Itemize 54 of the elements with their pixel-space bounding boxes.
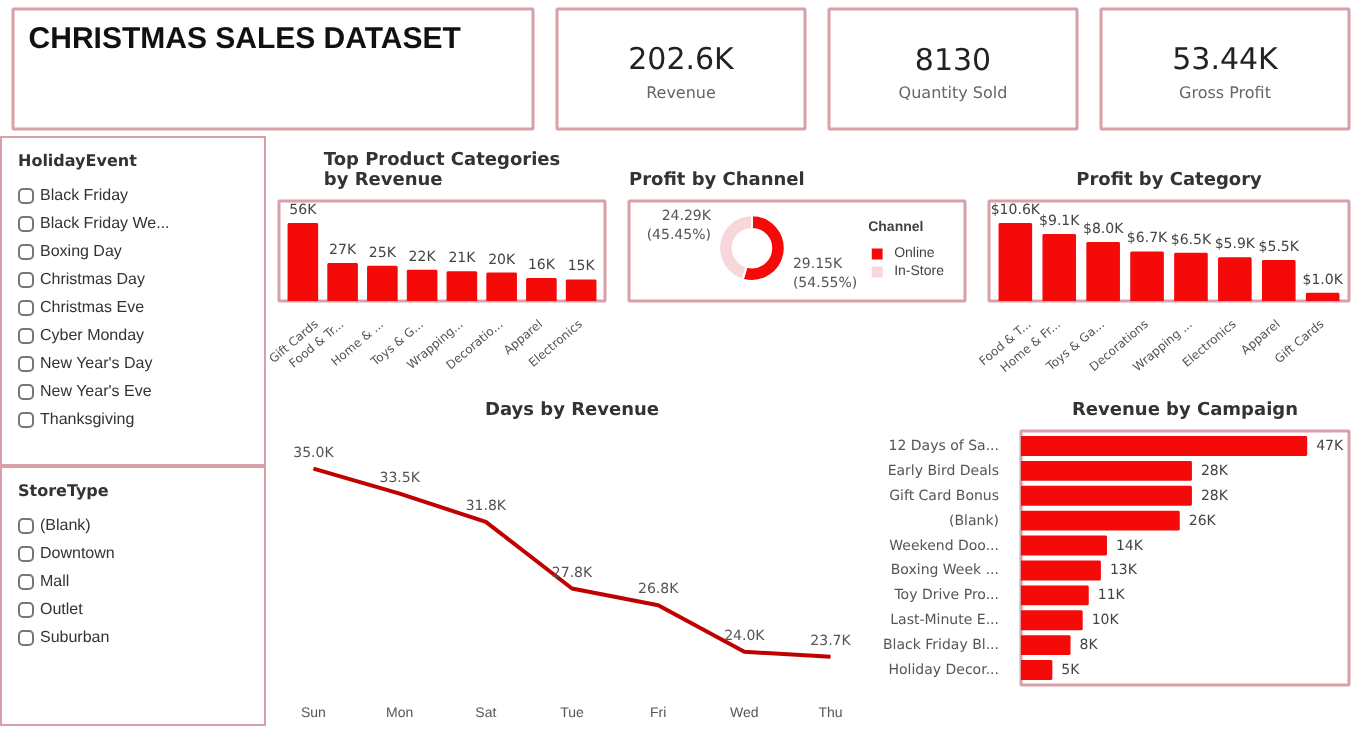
- bar: [1021, 535, 1107, 556]
- bar: [1021, 635, 1071, 656]
- bar: [446, 271, 478, 301]
- bar: [565, 279, 597, 301]
- category-label: New Year's Day: [40, 354, 153, 373]
- category-label: Cyber Monday: [40, 326, 145, 345]
- category-label: Outlet: [40, 600, 83, 619]
- text: Revenue: [646, 84, 716, 102]
- text: 202.6K: [628, 41, 737, 78]
- bar: [1130, 251, 1164, 301]
- bar: [1042, 233, 1077, 301]
- text: Gross Profit: [1179, 84, 1271, 102]
- category-label: Black Friday: [40, 186, 129, 205]
- category-label: Black Friday We...: [40, 214, 170, 233]
- bar: [1021, 460, 1192, 481]
- text: CHRISTMAS SALES DATASET: [28, 22, 461, 56]
- chart-title: Profit by Channel: [629, 171, 805, 191]
- bar: [1021, 660, 1053, 681]
- bar: [327, 262, 358, 301]
- text: HolidayEvent: [18, 150, 137, 173]
- bar: [998, 223, 1033, 301]
- chart-title: Profit by Category: [1076, 171, 1263, 191]
- bar: [1021, 560, 1101, 581]
- bar: [1021, 585, 1089, 606]
- bar: [367, 265, 398, 301]
- bar: [1305, 292, 1340, 301]
- bar: [1086, 241, 1120, 301]
- category-label: Christmas Day: [40, 270, 145, 289]
- bar: [1021, 510, 1180, 531]
- category-label: Thanksgiving: [40, 410, 135, 429]
- bar: [486, 272, 517, 301]
- category-label: New Year's Eve: [40, 382, 152, 401]
- bar: [1021, 610, 1083, 631]
- bar: [1021, 435, 1308, 456]
- text: 53.44K: [1172, 41, 1281, 78]
- category-label: Suburban: [40, 628, 110, 647]
- chart-title: Days by Revenue: [485, 401, 660, 421]
- category-label: Christmas Eve: [40, 298, 145, 317]
- chart-title: Top Product Categories by Revenue: [323, 151, 561, 191]
- text: StoreType: [18, 480, 109, 503]
- bar: [287, 223, 319, 301]
- bar: [1218, 257, 1252, 301]
- bar: [526, 278, 557, 301]
- chart-title: Revenue by Campaign: [1071, 401, 1299, 421]
- text: Quantity Sold: [898, 84, 1008, 102]
- bar: [1261, 260, 1296, 301]
- category-label: Downtown: [40, 544, 115, 563]
- text: 8130: [914, 42, 992, 79]
- category-label: Mall: [40, 572, 70, 591]
- category-label: (Blank): [40, 516, 91, 535]
- category-label: Boxing Day: [40, 242, 122, 261]
- bar: [406, 269, 438, 301]
- bar: [1174, 252, 1208, 301]
- bar: [1021, 485, 1192, 506]
